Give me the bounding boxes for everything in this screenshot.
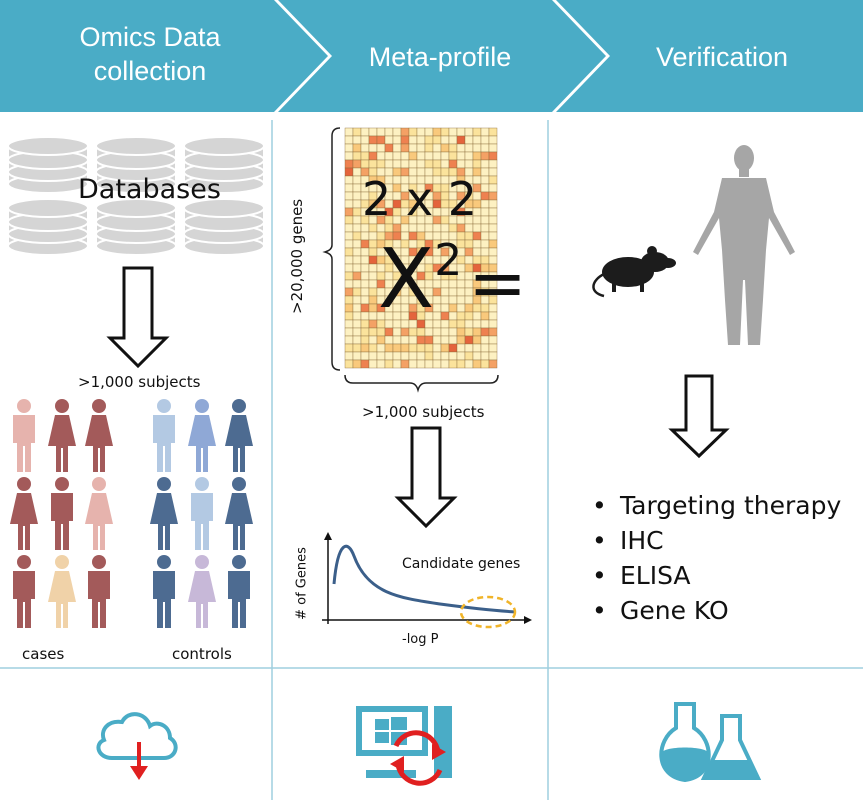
two-by-two-label: 2 x 2 — [362, 172, 477, 226]
databases-label: Databases — [78, 174, 221, 205]
database-stack-icon — [7, 136, 265, 256]
method-item: IHC — [592, 523, 841, 558]
flow-arrow-down-3 — [668, 374, 730, 459]
flow-arrow-down-1 — [106, 266, 170, 369]
method-item: Targeting therapy — [592, 488, 841, 523]
computer-sync-icon — [356, 706, 452, 786]
heatmap-subjects-label: >1,000 subjects — [362, 403, 485, 421]
human-silhouette-icon — [693, 145, 795, 345]
subjects-label: >1,000 subjects — [78, 373, 201, 391]
chi-exponent: 2 — [434, 235, 463, 286]
plot-x-label: -log P — [402, 632, 439, 647]
stage-chevron-1 — [0, 0, 328, 112]
heatmap-cell — [488, 359, 498, 369]
stage-chevron-3 — [556, 0, 863, 112]
distribution-curve — [332, 544, 517, 614]
chi-equals: = — [468, 242, 527, 324]
stage-title-meta-profile: Meta-profile — [368, 42, 512, 72]
controls-label: controls — [172, 645, 232, 663]
stage-title-verification: Verification — [655, 42, 789, 72]
chi-base: X — [378, 232, 435, 327]
p-value-distribution-plot — [322, 532, 532, 629]
cloud-download-icon — [96, 712, 178, 780]
verification-panel — [592, 145, 795, 459]
stage-chevron-2 — [278, 0, 606, 112]
lab-flasks-icon — [659, 702, 762, 783]
candidate-genes-ellipse — [459, 595, 517, 629]
stage-banner — [0, 0, 863, 112]
heatmap-panel — [322, 127, 499, 393]
chi-square-label: X2= — [378, 232, 527, 327]
verification-methods-list: Targeting therapy IHC ELISA Gene KO — [592, 488, 841, 628]
method-item: ELISA — [592, 558, 841, 593]
flow-arrow-down-2 — [394, 426, 458, 529]
stage-title-omics: Omics Data collection — [79, 22, 221, 86]
rat-icon — [592, 246, 676, 298]
method-item: Gene KO — [592, 593, 841, 628]
candidate-genes-label: Candidate genes — [402, 556, 521, 572]
gene-subject-heatmap — [344, 127, 498, 369]
cases-label: cases — [22, 645, 65, 663]
